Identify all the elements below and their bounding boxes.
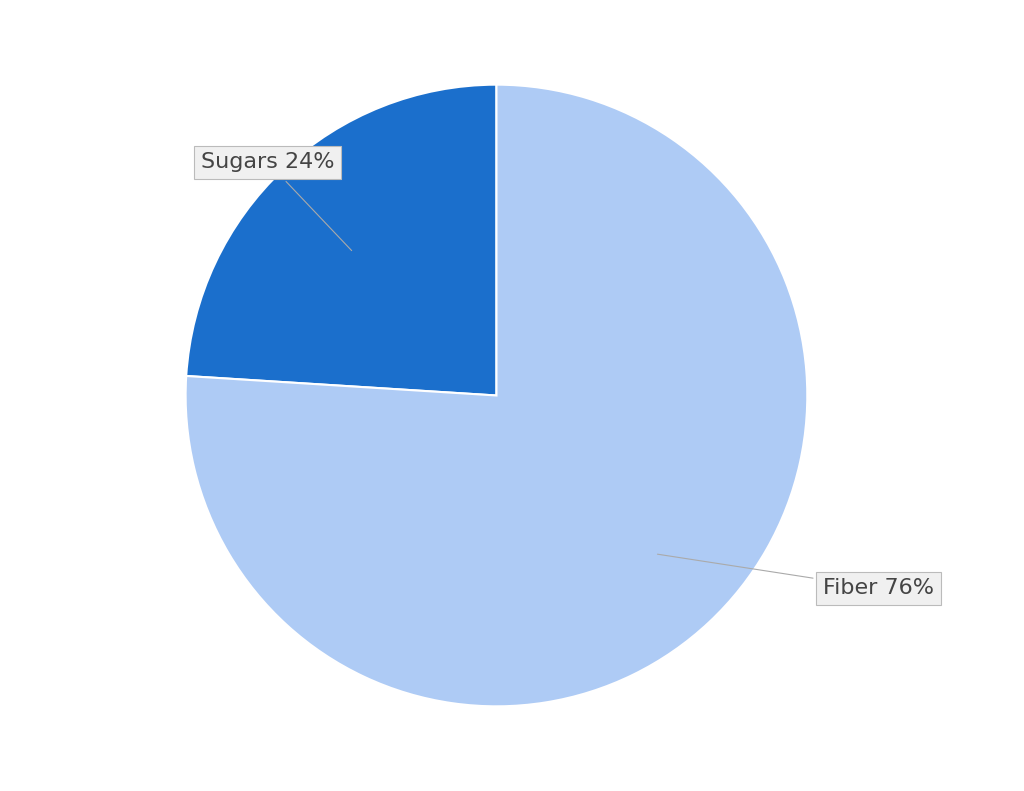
Text: Sugars 24%: Sugars 24% — [201, 153, 351, 251]
Text: Fiber 76%: Fiber 76% — [657, 554, 934, 598]
Wedge shape — [186, 85, 497, 396]
Wedge shape — [185, 85, 807, 706]
